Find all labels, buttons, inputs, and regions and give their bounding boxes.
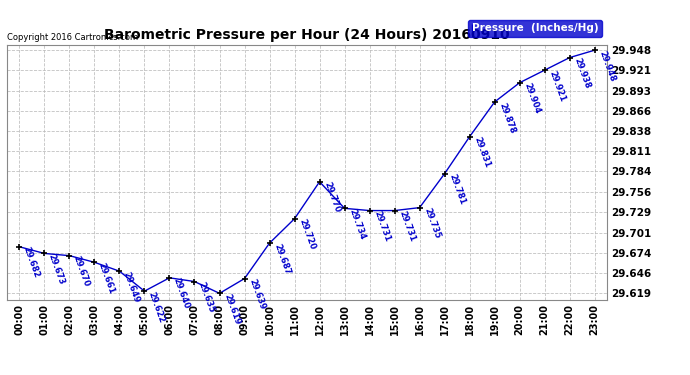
Text: 29.770: 29.770 xyxy=(322,181,342,214)
Text: 29.831: 29.831 xyxy=(472,136,491,169)
Text: 29.938: 29.938 xyxy=(572,57,591,90)
Text: 29.878: 29.878 xyxy=(497,101,517,135)
Text: 29.640: 29.640 xyxy=(172,277,192,310)
Text: 29.635: 29.635 xyxy=(197,281,217,314)
Text: Copyright 2016 Cartronics.com: Copyright 2016 Cartronics.com xyxy=(7,33,138,42)
Text: 29.661: 29.661 xyxy=(97,262,117,295)
Text: 29.649: 29.649 xyxy=(122,270,141,304)
Text: 29.731: 29.731 xyxy=(397,210,417,243)
Text: 29.673: 29.673 xyxy=(47,253,66,286)
Text: 29.682: 29.682 xyxy=(22,246,41,279)
Text: 29.720: 29.720 xyxy=(297,218,317,251)
Text: 29.670: 29.670 xyxy=(72,255,91,288)
Text: 29.687: 29.687 xyxy=(272,242,291,276)
Text: 29.619: 29.619 xyxy=(222,292,242,326)
Title: Barometric Pressure per Hour (24 Hours) 20160910: Barometric Pressure per Hour (24 Hours) … xyxy=(104,28,510,42)
Text: 29.639: 29.639 xyxy=(247,278,266,311)
Text: 29.735: 29.735 xyxy=(422,207,442,240)
Text: 29.781: 29.781 xyxy=(447,173,466,206)
Legend: Pressure  (Inches/Hg): Pressure (Inches/Hg) xyxy=(468,20,602,37)
Text: 29.948: 29.948 xyxy=(598,50,617,83)
Text: 29.622: 29.622 xyxy=(147,290,166,324)
Text: 29.921: 29.921 xyxy=(547,69,566,103)
Text: 29.734: 29.734 xyxy=(347,208,366,241)
Text: 29.904: 29.904 xyxy=(522,82,542,116)
Text: 29.731: 29.731 xyxy=(372,210,391,243)
